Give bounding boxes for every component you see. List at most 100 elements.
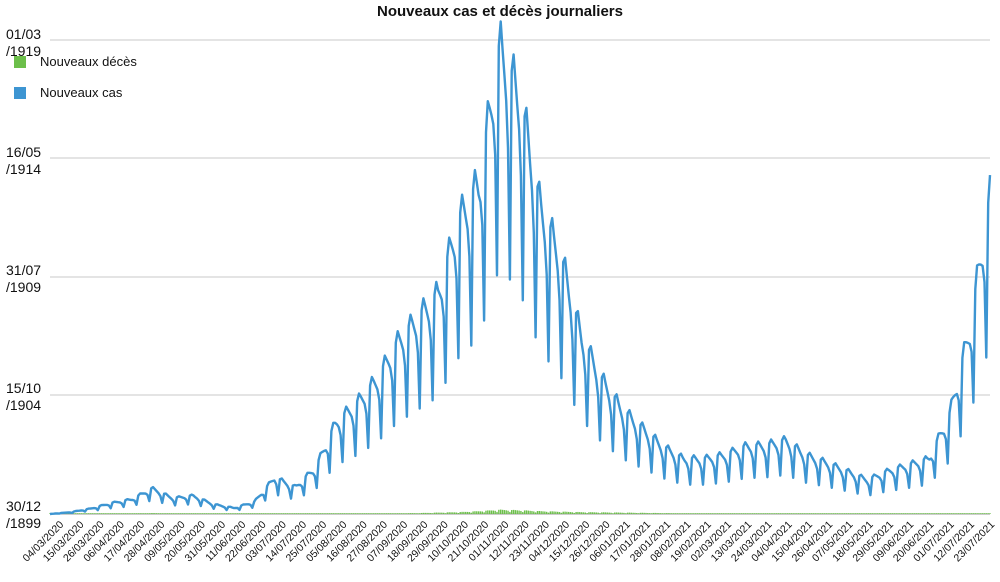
deces-bar	[858, 513, 861, 514]
deces-bar	[667, 513, 669, 514]
deces-bar	[487, 510, 489, 514]
deces-bar	[683, 513, 686, 514]
deces-bar	[571, 512, 574, 514]
deces-bar	[726, 513, 728, 514]
deces-bar	[244, 513, 246, 514]
deces-bar	[533, 511, 535, 514]
deces-bar	[220, 513, 222, 514]
deces-bar	[178, 513, 180, 514]
y-tick-label: 30/12 /1899	[6, 498, 42, 531]
deces-bar	[586, 513, 588, 514]
deces-bar	[328, 513, 331, 514]
deces-bar	[742, 513, 745, 514]
legend-swatch-cas	[14, 87, 26, 99]
deces-bar	[862, 513, 864, 514]
deces-bar	[349, 513, 351, 514]
deces-bar	[308, 513, 311, 514]
deces-bar	[796, 513, 798, 514]
deces-bar	[157, 513, 160, 514]
deces-bar	[75, 513, 77, 514]
deces-bar	[100, 513, 103, 514]
deces-bar	[676, 513, 678, 514]
deces-bar	[849, 513, 851, 514]
deces-bar	[772, 513, 774, 514]
deces-bar	[352, 513, 355, 514]
deces-bar	[807, 513, 809, 514]
deces-bar	[932, 513, 934, 514]
deces-bar	[812, 513, 815, 514]
deces-bar	[465, 511, 467, 514]
deces-bar	[474, 511, 476, 514]
deces-bar	[623, 512, 625, 514]
deces-bar	[363, 513, 366, 514]
deces-bar	[709, 513, 712, 514]
deces-bar	[737, 513, 739, 514]
deces-bar	[200, 513, 202, 514]
deces-bar	[591, 512, 594, 514]
deces-bar	[891, 513, 894, 514]
deces-bar	[945, 513, 947, 514]
deces-bar	[362, 513, 364, 514]
deces-bar	[468, 512, 471, 514]
deces-bar	[965, 513, 967, 514]
deces-bar	[222, 513, 224, 514]
deces-bar	[630, 512, 632, 514]
deces-bar	[974, 513, 976, 514]
deces-bar	[240, 513, 243, 514]
deces-bar	[426, 512, 428, 514]
deces-bar	[144, 513, 147, 514]
deces-bar	[282, 513, 285, 514]
deces-bar	[159, 513, 162, 514]
deces-bar	[277, 513, 279, 514]
deces-bar	[678, 513, 680, 514]
deces-bar	[568, 511, 570, 514]
deces-bar	[442, 512, 445, 514]
deces-bar	[172, 513, 174, 514]
deces-bar	[279, 513, 281, 514]
deces-bar	[167, 513, 169, 514]
deces-bar	[781, 513, 783, 514]
deces-bar	[198, 513, 200, 514]
deces-bar	[457, 513, 460, 514]
deces-bar	[956, 513, 958, 514]
deces-bar	[878, 513, 881, 514]
deces-bar	[739, 513, 741, 514]
deces-bar	[579, 512, 581, 514]
deces-bar	[189, 513, 191, 514]
deces-bar	[797, 513, 800, 514]
deces-bar	[658, 513, 660, 514]
deces-bar	[121, 513, 123, 514]
deces-bar	[422, 512, 425, 514]
deces-bar	[950, 513, 953, 514]
deces-bar	[774, 513, 776, 514]
deces-bar	[790, 513, 793, 514]
deces-bar	[860, 513, 862, 514]
deces-bar	[292, 513, 294, 514]
deces-bar	[150, 513, 152, 514]
deces-bar	[884, 513, 886, 514]
series-line-cas	[49, 20, 992, 516]
deces-bar	[115, 513, 117, 514]
deces-bar	[707, 513, 710, 514]
deces-bar	[856, 513, 859, 514]
deces-bar	[483, 512, 485, 514]
deces-bar	[753, 513, 756, 514]
deces-bar	[538, 510, 541, 514]
deces-bar	[913, 513, 916, 514]
deces-bar	[450, 512, 452, 514]
deces-bar	[897, 513, 899, 514]
deces-bar	[225, 513, 228, 514]
deces-bar	[211, 513, 213, 514]
deces-bar	[341, 513, 344, 514]
deces-bar	[740, 513, 743, 514]
deces-bar	[880, 513, 883, 514]
deces-bar	[143, 513, 145, 514]
deces-bar	[869, 513, 872, 514]
deces-bar	[117, 513, 119, 514]
deces-bar	[770, 513, 772, 514]
deces-bar	[235, 513, 237, 514]
deces-bar	[680, 513, 682, 514]
deces-bar	[336, 513, 338, 514]
deces-bar	[461, 511, 463, 514]
deces-bar	[203, 513, 206, 514]
